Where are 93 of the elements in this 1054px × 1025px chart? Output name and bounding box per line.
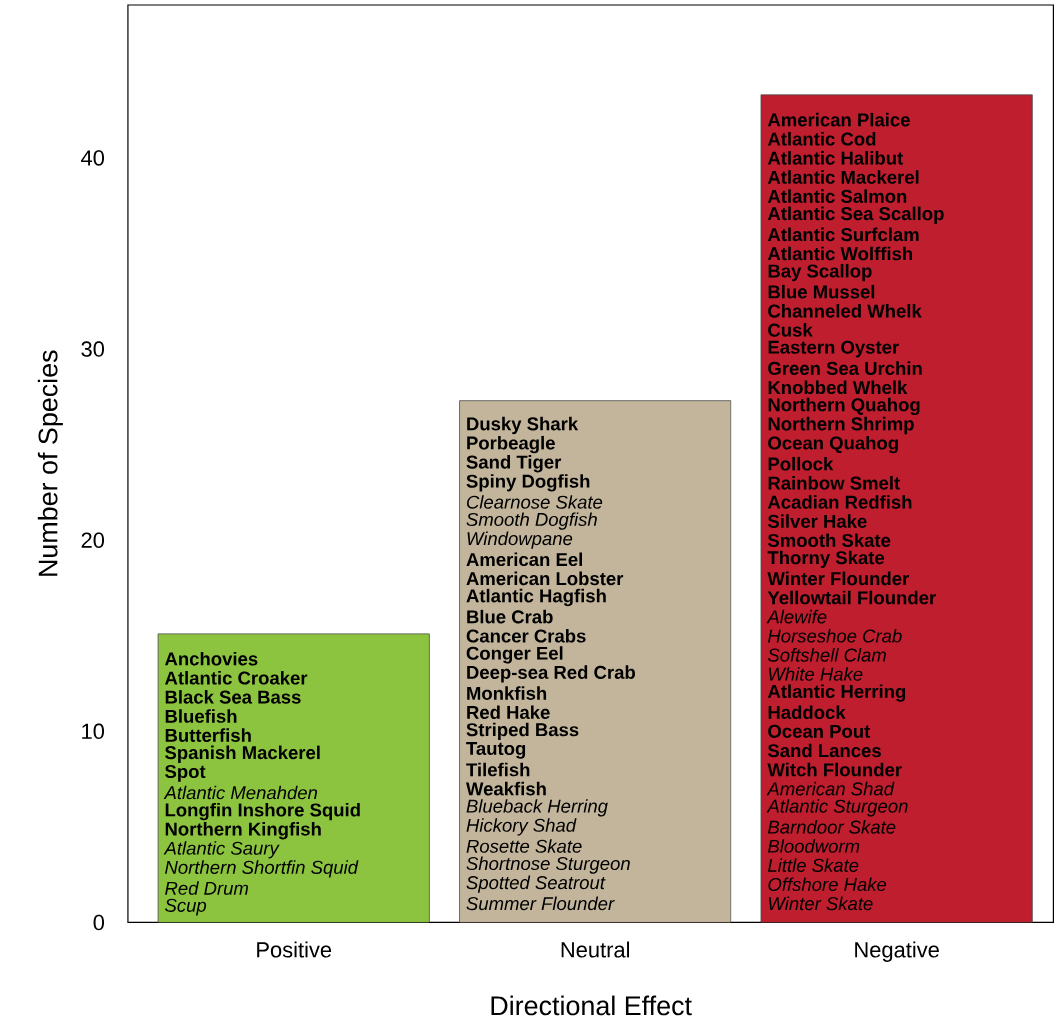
annotation: Tilefish [466, 762, 530, 777]
annotation: Atlantic Saury [163, 840, 280, 859]
annotation: Knobbed Whelk [768, 380, 908, 394]
annotation: Haddock [768, 705, 846, 719]
annotation: Shortnose Sturgeon [466, 856, 630, 874]
x-tick-label: Neutral [561, 941, 630, 958]
annotation: Clearnose Skate [466, 494, 603, 509]
annotation: Atlantic Croaker [164, 670, 308, 685]
annotation: Rosette Skate [466, 839, 582, 853]
annotation: White Hake [769, 666, 863, 681]
annotation: Atlantic Cod [767, 131, 876, 146]
x-axis-title: Directional Effect [491, 995, 692, 1016]
annotation: Barndoor Skate [767, 819, 896, 834]
annotation: Spanish Mackerel [165, 745, 320, 763]
annotation: Atlantic Wolffish [767, 246, 913, 261]
annotation: Softshell Clam [767, 647, 886, 662]
annotation: American Lobster [466, 571, 624, 586]
annotation: Porbeagle [467, 435, 555, 454]
annotation: Sand Lances [767, 743, 881, 758]
annotation: Eastern Oyster [768, 340, 899, 358]
annotation: Blueback Herring [466, 798, 608, 817]
annotation: American Plaice [767, 112, 910, 127]
annotation: Blue Mussel [768, 284, 875, 299]
y-tick-label: 20 [81, 532, 105, 548]
x-tick-label: Positive [257, 941, 332, 958]
annotation: Weakfish [465, 781, 546, 796]
annotation: Atlantic Surfclam [767, 227, 919, 241]
annotation: Bloodworm [767, 838, 860, 853]
annotation: Atlantic Sturgeon [766, 798, 908, 817]
annotation: Tautog [466, 741, 526, 759]
annotation: Silver Hake [767, 514, 867, 528]
annotation: Yellowtail Flounder [767, 590, 936, 605]
annotation: Ocean Quahog [768, 435, 898, 454]
annotation: Dusky Shark [467, 416, 579, 434]
annotation: Northern Quahog [768, 397, 920, 415]
annotation: Rainbow Smelt [768, 475, 900, 490]
annotation: Bluefish [165, 709, 237, 723]
bar [459, 400, 732, 923]
annotation: Spotted Seatrout [466, 875, 606, 893]
y-tick-label: 10 [82, 723, 105, 739]
annotation: Smooth Dogfish [466, 512, 597, 530]
y-tick-label: 0 [93, 914, 105, 931]
y-tick-label: 40 [81, 149, 105, 166]
annotation: Spiny Dogfish [466, 473, 590, 492]
annotation: Alewife [766, 609, 827, 624]
annotation: Atlantic Halibut [767, 150, 903, 165]
annotation: Monkfish [467, 686, 547, 700]
annotation: Conger Eel [466, 645, 563, 664]
annotation: Northern Kingfish [165, 821, 321, 840]
annotation: Thorny Skate [767, 550, 885, 568]
annotation: Atlantic Salmon [767, 189, 907, 203]
annotation: Channeled Whelk [768, 303, 922, 318]
annotation: Deep-sea Red Crab [467, 665, 635, 683]
y-tick-label: 30 [81, 341, 105, 357]
annotation: Sand Tiger [466, 454, 562, 473]
annotation: Hickory Shad [466, 818, 577, 836]
annotation: Smooth Skate [767, 533, 891, 547]
annotation: Offshore Hake [768, 877, 887, 891]
annotation: Green Sea Urchin [768, 361, 922, 375]
annotation: Bay Scallop [768, 263, 872, 282]
annotation: Red Drum [165, 881, 248, 895]
annotation: American Shad [766, 781, 895, 796]
annotation: Spot [165, 764, 206, 782]
annotation: Horseshoe Crab [767, 628, 902, 643]
y-axis-title: Number of Species [37, 350, 63, 576]
annotation: Black Sea Bass [165, 689, 301, 704]
annotation: Little Skate [767, 858, 859, 872]
annotation: Atlantic Hagfish [466, 588, 606, 607]
annotation: American Eel [466, 552, 582, 566]
annotation: Winter Flounder [767, 571, 909, 586]
annotation: Longfin Inshore Squid [165, 802, 360, 821]
annotation: Northern Shrimp [768, 416, 914, 434]
annotation: Anchovies [164, 651, 258, 666]
annotation: Butterfish [165, 728, 251, 742]
annotation: Winter Skate [769, 896, 873, 910]
annotation: Atlantic Mackerel [767, 170, 919, 184]
annotation: Cancer Crabs [466, 628, 586, 643]
annotation: Atlantic Menahden [163, 785, 318, 800]
annotation: Acadian Redfish [767, 494, 912, 509]
annotation: Ocean Pout [768, 724, 871, 738]
annotation: Atlantic Sea Scallop [767, 206, 944, 224]
annotation: Striped Bass [466, 722, 579, 740]
annotation: Windowpane [467, 531, 573, 549]
annotation: Witch Flounder [767, 762, 902, 777]
annotation: Red Hake [467, 705, 550, 719]
annotation: Scup [165, 898, 207, 916]
annotation: Cusk [768, 322, 813, 337]
annotation: Pollock [768, 456, 834, 471]
annotation: Atlantic Herring [767, 684, 906, 702]
annotation: Summer Flounder [466, 896, 615, 910]
annotation: Blue Crab [467, 609, 553, 624]
x-tick-label: Negative [855, 941, 939, 962]
annotation: Northern Shortfin Squid [165, 860, 359, 878]
